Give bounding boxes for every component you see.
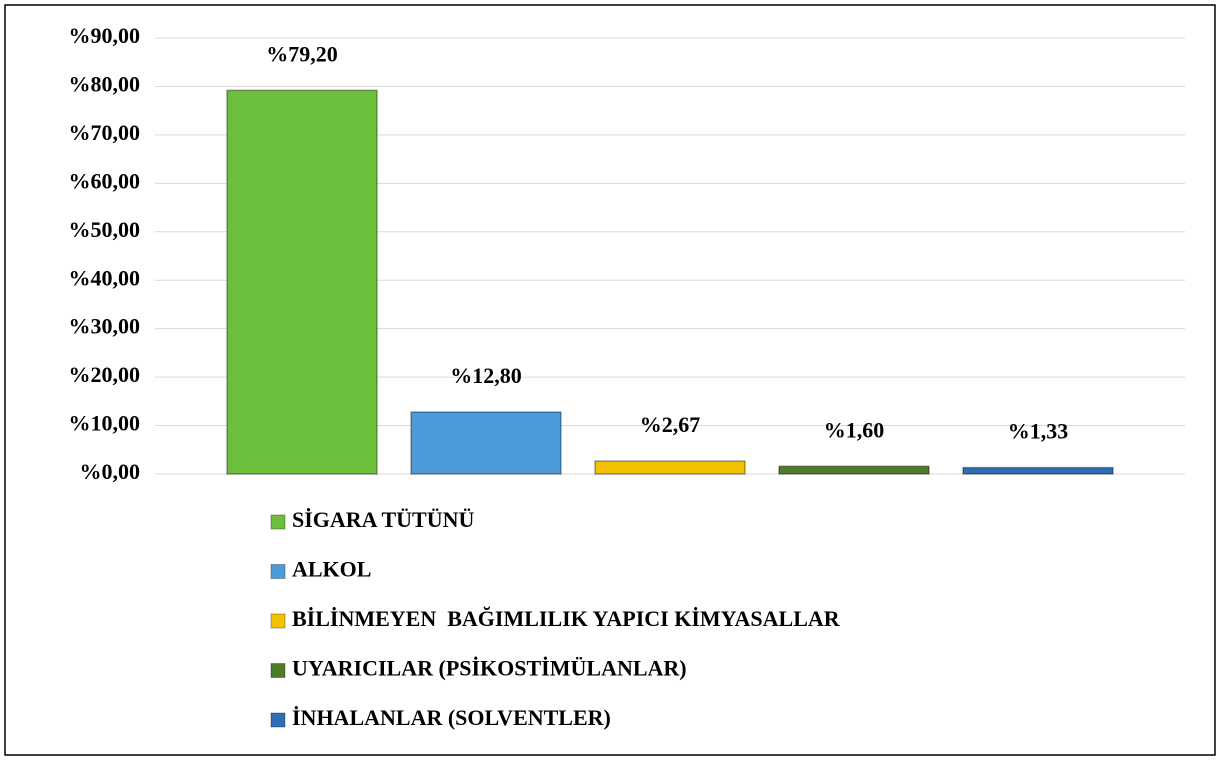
data-label: %1,33: [1008, 419, 1069, 444]
y-tick-label: %40,00: [69, 265, 141, 290]
legend-label: BİLİNMEYEN BAĞIMLILIK YAPICI KİMYASALLAR: [292, 606, 841, 631]
legend-swatch: [270, 613, 286, 629]
legend-swatch: [270, 712, 286, 728]
data-label: %79,20: [266, 41, 338, 66]
legend-swatch: [270, 663, 286, 678]
y-tick-label: %90,00: [69, 23, 141, 48]
data-label: %1,60: [824, 417, 885, 442]
legend-swatch: [270, 564, 286, 579]
bar: [962, 466, 1114, 475]
y-tick-label: %30,00: [69, 314, 141, 339]
bar: [594, 460, 746, 475]
y-tick-label: %50,00: [69, 217, 141, 242]
data-label: %2,67: [640, 412, 701, 437]
legend-swatch: [270, 514, 286, 530]
y-tick-label: %20,00: [69, 362, 141, 387]
y-tick-label: %80,00: [69, 71, 141, 96]
bar: [778, 465, 930, 475]
legend-label: SİGARA TÜTÜNÜ: [292, 507, 474, 532]
chart-frame: [4, 4, 1216, 756]
y-tick-label: %60,00: [69, 168, 141, 193]
y-tick-label: %70,00: [69, 120, 141, 145]
legend-label: ALKOL: [292, 557, 371, 582]
legend-label: İNHALANLAR (SOLVENTLER): [292, 705, 611, 730]
bar: [226, 89, 378, 475]
y-tick-label: %0,00: [80, 459, 141, 484]
legend-label: UYARICILAR (PSİKOSTİMÜLANLAR): [292, 656, 687, 681]
data-label: %12,80: [450, 363, 522, 388]
y-tick-label: %10,00: [69, 411, 141, 436]
bar: [410, 411, 562, 475]
